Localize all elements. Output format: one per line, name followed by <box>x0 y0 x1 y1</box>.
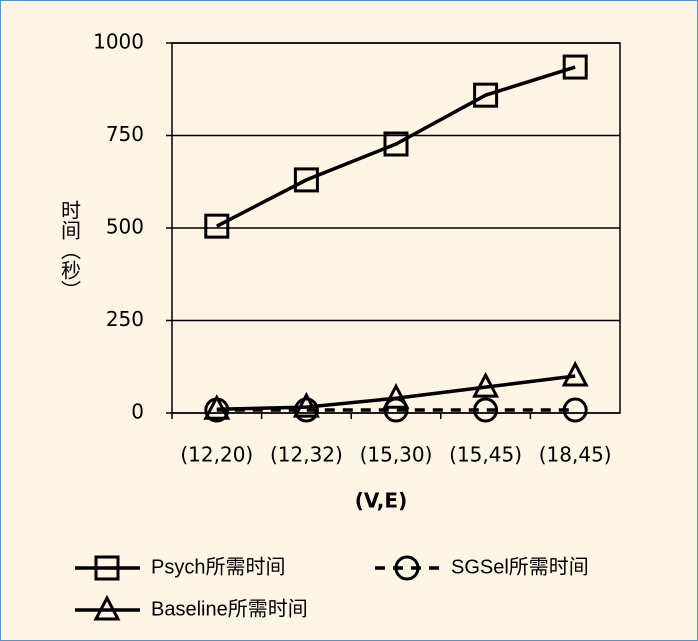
data-point <box>293 397 319 423</box>
data-point <box>562 54 588 80</box>
legend-label: Baseline所需时间 <box>151 597 308 620</box>
data-point <box>473 397 499 423</box>
data-point <box>293 167 319 193</box>
data-point <box>203 394 231 420</box>
data-point <box>473 82 499 108</box>
y-tick-label: 500 <box>106 215 144 239</box>
legend-marker <box>93 594 121 621</box>
legend-label: SGSel所需时间 <box>451 555 589 578</box>
x-tick-label: (15,30) <box>360 443 433 467</box>
legend-marker <box>94 555 120 581</box>
y-axis-label: 时间（秒） <box>58 200 82 300</box>
x-tick-label: (18,45) <box>539 443 612 467</box>
data-point <box>383 131 409 157</box>
data-point <box>292 391 320 418</box>
series-line <box>215 65 576 228</box>
data-point <box>382 382 410 409</box>
data-point <box>562 397 588 423</box>
y-tick-label: 1000 <box>93 30 144 54</box>
x-tick-label: (12,32) <box>270 443 343 467</box>
y-tick-label: 750 <box>106 122 144 146</box>
data-point <box>204 213 230 239</box>
x-axis-label: (V,E) <box>355 489 407 513</box>
y-tick-label: 250 <box>106 307 144 331</box>
x-tick-label: (12,20) <box>180 443 253 467</box>
data-point <box>472 371 500 398</box>
x-tick-label: (15,45) <box>449 443 522 467</box>
data-point <box>561 360 589 387</box>
series-line <box>216 374 576 412</box>
legend-marker <box>394 555 420 581</box>
y-tick-label: 0 <box>131 400 144 424</box>
legend-label: Psych所需时间 <box>151 555 285 578</box>
